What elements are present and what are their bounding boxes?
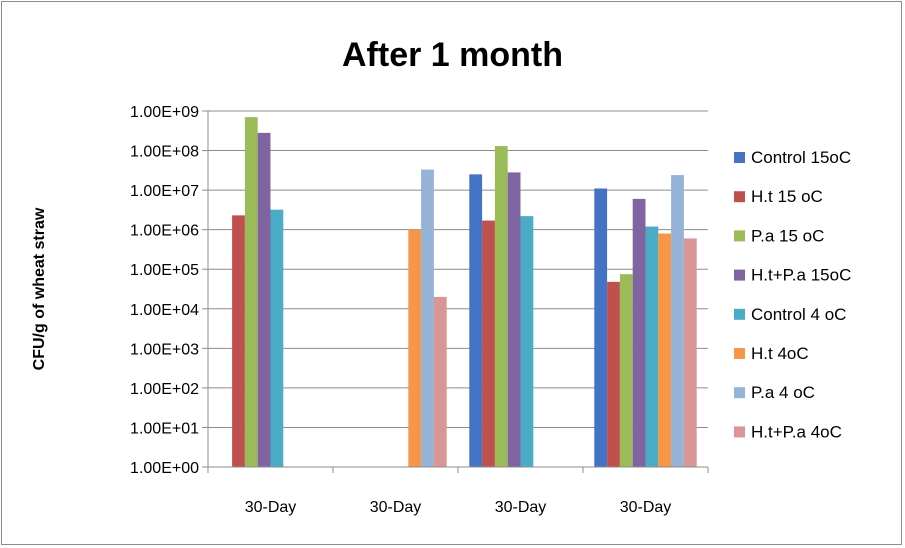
y-tick-label: 1.00E+03 [130,341,199,358]
y-tick-label: 1.00E+09 [130,104,199,121]
x-tick-label: 30-Day [495,499,547,516]
legend-swatch [734,348,745,359]
legend-label: Control 15oC [751,148,851,167]
axis-layer: 1.00E+00 1.00E+01 1.00E+02 1.00E+03 1.00E+04… [130,104,709,516]
x-tick-label: 30-Day [620,499,672,516]
legend-swatch [734,308,745,320]
legend-label: P.a 15 oC [751,226,824,245]
bar [408,229,422,467]
legend-swatch [734,426,745,438]
y-tick-label: 1.00E+07 [130,183,199,200]
bar [494,146,508,468]
legend-swatch [734,191,745,203]
y-tick-label: 1.00E+01 [130,420,199,437]
legend-swatch [734,269,745,281]
legend-swatch [734,230,745,242]
bar [270,209,284,467]
bar [658,233,672,467]
legend-label: P.a 4 oC [751,383,815,402]
bar [469,174,483,467]
y-tick-label: 1.00E+05 [130,262,199,279]
bar [433,296,447,467]
legend-label: H.t 4oC [751,344,809,363]
bar [619,274,633,467]
bar [244,117,258,467]
bar [257,132,271,467]
legend: Control 15oC H.t 15 oC P.a 15 oC H.t+P.a 15… [734,148,851,441]
y-tick-label: 1.00E+02 [130,381,199,398]
legend-label: H.t+P.a 4oC [751,422,842,441]
bar [232,215,245,467]
y-axis-label: CFU/g of wheat straw [31,207,48,370]
bar [632,198,646,467]
y-tick-label: 1.00E+04 [130,302,199,319]
bar [594,188,608,467]
legend-label: Control 4 oC [751,305,846,324]
bar-layer [232,117,697,468]
bar [645,226,659,467]
legend-swatch [734,152,745,163]
legend-swatch [734,387,745,399]
legend-label: H.t+P.a 15oC [751,266,851,285]
y-tick-label: 1.00E+08 [130,144,199,161]
x-tick-label: 30-Day [245,499,297,516]
y-tick-label: 1.00E+00 [130,460,199,477]
legend-label: H.t 15 oC [751,187,823,206]
bar [520,216,534,467]
bar [421,169,434,467]
bar [683,238,697,467]
bar [482,220,495,467]
x-tick-label: 30-Day [370,499,422,516]
bar [507,172,521,468]
chart-title: After 1 month [342,36,563,74]
y-tick-label: 1.00E+06 [130,223,199,240]
bar [607,281,620,467]
bar [671,175,684,467]
